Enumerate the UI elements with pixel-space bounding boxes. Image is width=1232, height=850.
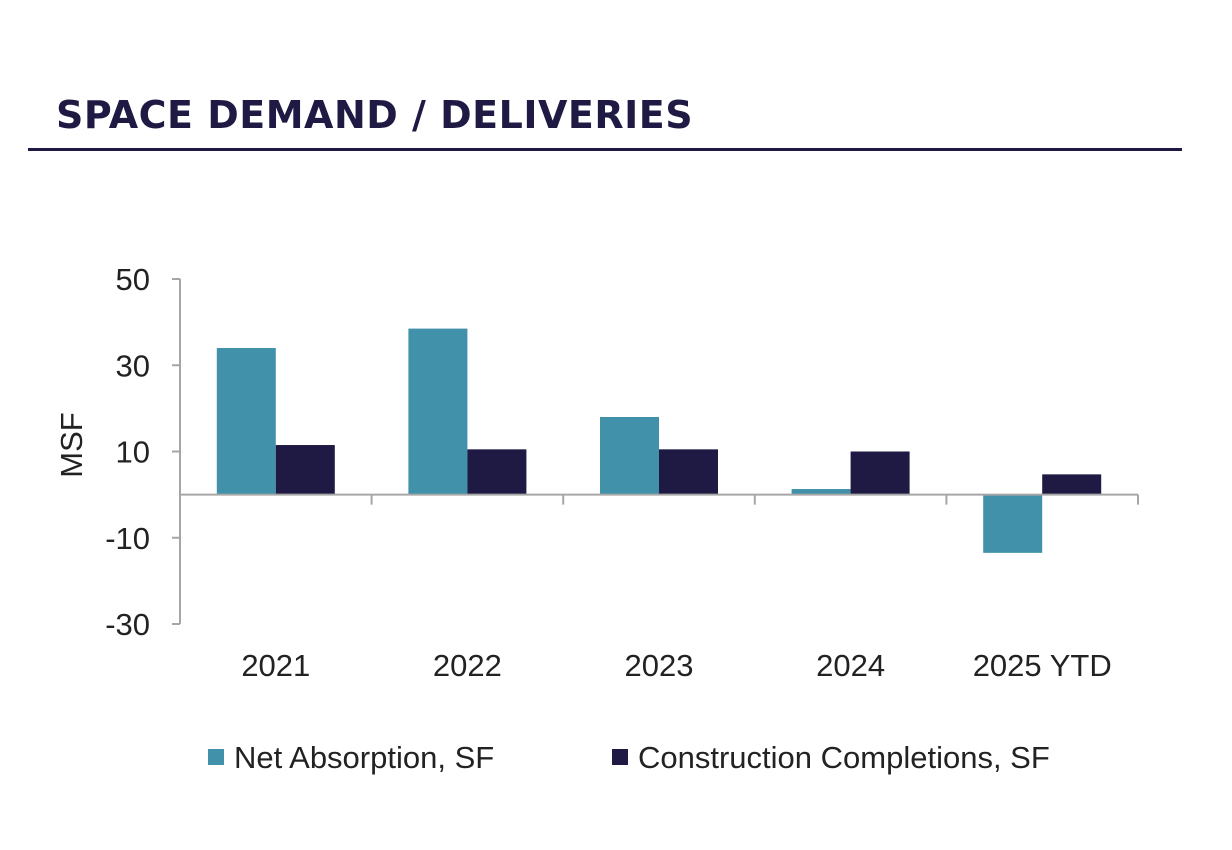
title-divider <box>28 148 1182 151</box>
bar-net-absorption-2023 <box>600 417 659 495</box>
x-category-label: 2023 <box>625 648 694 683</box>
y-tick-label: -30 <box>105 607 150 642</box>
legend: Net Absorption, SF Construction Completio… <box>208 740 1050 775</box>
axes-layer <box>172 278 1139 625</box>
bar-net-absorption-2022 <box>408 328 468 495</box>
y-axis-label: MSF <box>54 412 89 477</box>
legend-swatch-net-absorption <box>208 749 224 765</box>
bar-construction-completions-2024 <box>850 451 910 495</box>
x-category-label: 2021 <box>241 648 310 683</box>
bar-net-absorption-2021 <box>216 348 276 495</box>
x-category-labels: 2021 2022 2023 2024 2025 YTD <box>241 648 1111 683</box>
legend-swatch-construction-completions <box>612 749 628 765</box>
y-tick-labels: 50 30 10 -10 -30 <box>105 262 150 642</box>
bar-construction-completions-2022 <box>467 449 527 495</box>
legend-label-net-absorption: Net Absorption, SF <box>234 740 494 775</box>
legend-label-construction-completions: Construction Completions, SF <box>638 740 1050 775</box>
bar-net-absorption-2025-ytd <box>983 494 1043 553</box>
bar-construction-completions-2025-ytd <box>1042 474 1102 495</box>
bar-net-absorption-2024 <box>791 489 851 495</box>
y-tick-label: 50 <box>116 262 150 297</box>
bar-construction-completions-2023 <box>659 449 718 495</box>
y-tick-label: 30 <box>116 348 150 383</box>
y-tick-label: 10 <box>116 435 150 470</box>
x-category-label: 2022 <box>433 648 502 683</box>
page-title: SPACE DEMAND / DELIVERIES <box>56 93 694 137</box>
bars-layer <box>216 328 1102 553</box>
bar-construction-completions-2021 <box>275 445 335 495</box>
x-category-label: 2025 YTD <box>973 648 1112 683</box>
y-tick-label: -10 <box>105 521 150 556</box>
x-category-label: 2024 <box>816 648 885 683</box>
